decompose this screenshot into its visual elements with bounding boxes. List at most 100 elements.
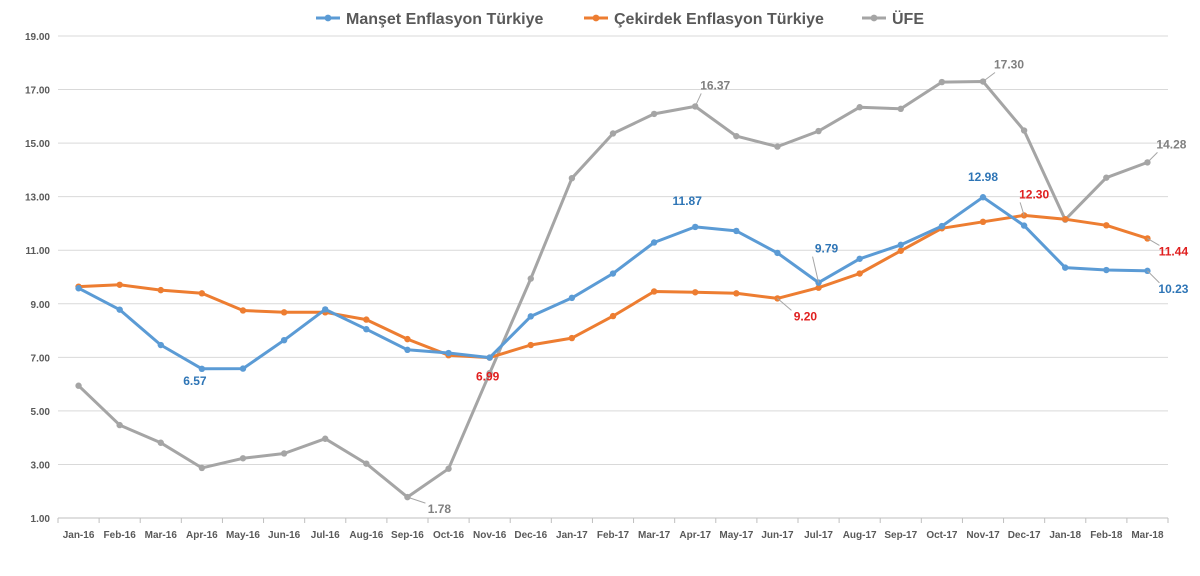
data-label: 12.30 [1019, 187, 1049, 201]
data-label: 11.87 [673, 194, 703, 208]
data-point [692, 223, 699, 231]
data-label: 11.44 [1159, 244, 1189, 258]
label-leader-line [777, 298, 792, 311]
data-point [198, 464, 206, 472]
data-point [116, 421, 123, 429]
data-point [116, 306, 123, 313]
x-tick-label: Apr-16 [186, 530, 218, 541]
x-tick-label: Nov-17 [966, 530, 1000, 541]
data-point [692, 289, 699, 296]
data-point [1062, 215, 1069, 223]
gridlines [58, 35, 1168, 519]
data-point [280, 450, 288, 457]
data-point [856, 270, 863, 277]
data-point [280, 309, 288, 316]
data-point [856, 104, 863, 111]
data-point [650, 239, 658, 246]
x-tick-label: Jan-18 [1049, 530, 1081, 541]
data-point [1103, 174, 1110, 181]
legend-swatch-marker [324, 14, 332, 22]
x-tick-label: Aug-16 [349, 530, 383, 541]
x-tick-label: Jul-16 [311, 530, 340, 541]
data-point [527, 341, 534, 349]
y-tick-label: 13.00 [25, 193, 50, 204]
label-leader-line [1147, 152, 1158, 163]
data-point [363, 460, 370, 467]
data-label: 6.99 [476, 370, 500, 384]
data-point [198, 365, 206, 373]
data-point [815, 284, 822, 291]
data-point [198, 290, 206, 297]
label-leader-line [1019, 202, 1025, 216]
data-label: 6.57 [183, 374, 207, 388]
y-tick-label: 5.00 [31, 407, 51, 418]
data-point [445, 349, 452, 357]
data-label: 9.20 [794, 309, 818, 323]
data-point [733, 227, 740, 235]
data-point [527, 275, 534, 282]
data-point [650, 110, 658, 118]
data-point [157, 439, 164, 446]
data-point [75, 285, 82, 292]
legend-swatch-marker [870, 14, 878, 22]
x-tick-label: Sep-17 [884, 530, 917, 541]
series [75, 78, 1151, 501]
x-tick-label: Oct-17 [926, 530, 958, 541]
data-point [404, 346, 411, 354]
data-point [815, 127, 822, 135]
data-point [609, 130, 617, 137]
data-point [1020, 222, 1028, 229]
series-line [77, 80, 1149, 499]
legend-entry: Manşet Enflasyon Türkiye [346, 11, 543, 28]
axes: 1.00 3.00 5.00 7.00 9.00 11.00 13.00 15.00 17.00… [25, 32, 1169, 541]
data-label: 14.28 [1156, 137, 1186, 151]
x-tick-label: Dec-16 [514, 530, 547, 541]
x-tick-label: Jun-17 [761, 530, 794, 541]
data-point [609, 312, 617, 320]
legend-swatch-marker [592, 14, 600, 22]
label-leader-line [812, 256, 820, 283]
data-point [568, 174, 576, 182]
label-leader-line [982, 72, 996, 82]
x-tick-label: May-16 [226, 530, 260, 541]
x-tick-label: Jan-17 [556, 530, 588, 541]
data-point [75, 382, 82, 389]
data-point [239, 307, 247, 314]
x-tick-label: Mar-16 [145, 530, 178, 541]
data-point [157, 341, 164, 349]
y-tick-label: 15.00 [25, 139, 50, 150]
data-point [979, 218, 987, 226]
data-point [363, 326, 370, 333]
x-tick-label: Dec-17 [1008, 530, 1041, 541]
data-point [979, 194, 987, 201]
data-point [116, 281, 123, 288]
data-point [486, 369, 493, 377]
data-point [322, 435, 329, 442]
data-label: 16.37 [700, 78, 730, 92]
data-point [157, 286, 164, 294]
legend-entry: Çekirdek Enflasyon Türkiye [614, 11, 824, 28]
x-tick-label: Mar-18 [1131, 530, 1164, 541]
x-tick-label: Aug-17 [843, 530, 877, 541]
y-tick-label: 17.00 [25, 86, 50, 97]
label-leader-line [1147, 238, 1160, 246]
data-point [1103, 222, 1110, 229]
x-tick-label: Sep-16 [391, 530, 424, 541]
data-point [322, 306, 329, 313]
data-label: 12.98 [968, 170, 998, 184]
label-leader-line [407, 496, 426, 504]
data-point [1062, 264, 1069, 271]
x-tick-label: Jul-17 [804, 530, 833, 541]
legend-entry: ÜFE [892, 9, 924, 28]
data-point [1103, 266, 1110, 274]
data-point [404, 335, 411, 343]
x-tick-label: Mar-17 [638, 530, 671, 541]
data-point [733, 290, 740, 297]
legend: Manşet Enflasyon Türkiye Çekirdek Enflasy… [316, 9, 924, 28]
data-point [856, 255, 863, 262]
data-point [568, 294, 576, 302]
x-tick-label: Nov-16 [473, 530, 507, 541]
data-label: 9.79 [815, 242, 839, 256]
x-tick-label: Jun-16 [268, 530, 301, 541]
